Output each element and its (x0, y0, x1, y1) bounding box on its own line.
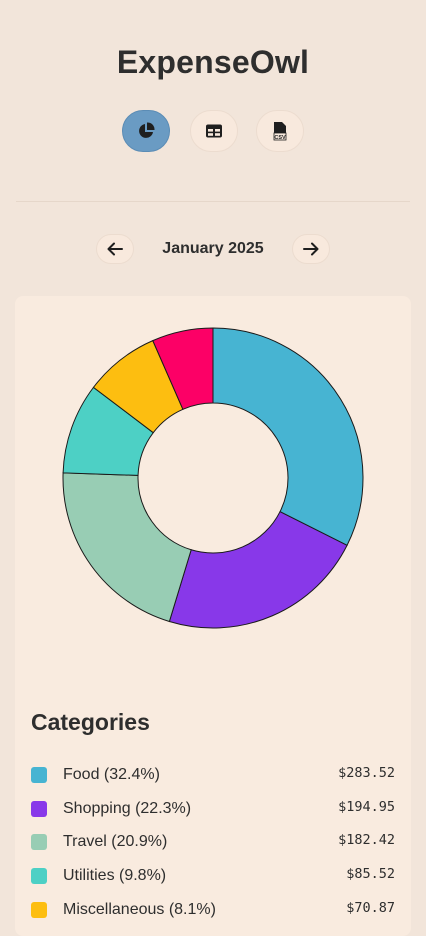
legend-swatch (31, 800, 47, 817)
legend-item[interactable]: Travel (20.9%) $182.42 (31, 825, 395, 859)
legend-label: Travel (20.9%) (63, 833, 168, 851)
legend-item[interactable]: Miscellaneous (8.1%) $70.87 (31, 893, 395, 927)
legend-label: Utilities (9.8%) (63, 867, 167, 885)
legend-label: Shopping (22.3%) (63, 799, 192, 817)
donut-slice[interactable] (152, 327, 214, 410)
next-month-button[interactable] (292, 234, 330, 264)
table-view-button[interactable] (190, 110, 238, 152)
current-month-label: January 2025 (162, 240, 264, 257)
legend-item[interactable]: Shopping (22.3%) $194.95 (31, 792, 395, 826)
divider (16, 201, 410, 202)
legend-swatch (31, 868, 47, 885)
csv-badge: CSV (274, 135, 286, 141)
legend-swatch (31, 901, 47, 918)
legend-swatch (31, 834, 47, 851)
dashboard-view-button[interactable] (122, 110, 170, 152)
table-icon (206, 124, 222, 138)
legend-label: Miscellaneous (8.1%) (63, 900, 216, 918)
legend-amount: $70.87 (346, 899, 395, 916)
legend-swatch (31, 767, 47, 783)
prev-month-button[interactable] (96, 234, 134, 264)
legend-label: Food (32.4%) (63, 766, 160, 783)
pie-chart-icon (139, 122, 155, 138)
legend-amount: $85.52 (346, 866, 395, 883)
legend-item[interactable]: Utilities (9.8%) $85.52 (31, 859, 395, 893)
legend-amount: $182.42 (338, 832, 395, 849)
legend-amount: $194.95 (338, 798, 395, 815)
export-csv-button[interactable]: CSV (256, 110, 304, 152)
donut-slice[interactable] (168, 511, 348, 629)
arrow-right-icon (303, 242, 319, 256)
category-legend: Food (32.4%) $283.52 Shopping (22.3%) $194.… (31, 758, 395, 926)
arrow-left-icon (107, 242, 123, 256)
donut-slice[interactable] (212, 327, 364, 547)
legend-amount: $283.52 (338, 765, 395, 781)
donut-chart (62, 327, 364, 629)
categories-title: Categories (31, 709, 150, 735)
donut-slice[interactable] (62, 472, 192, 623)
app-title: ExpenseOwl (116, 44, 310, 80)
legend-item[interactable]: Food (32.4%) $283.52 (31, 758, 395, 792)
csv-file-icon: CSV (273, 122, 287, 141)
month-navigator: January 2025 (0, 234, 426, 264)
